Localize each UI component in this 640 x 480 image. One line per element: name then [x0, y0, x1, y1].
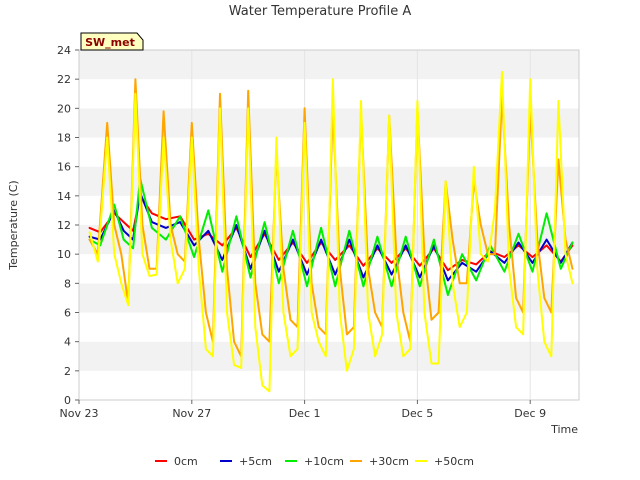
y-tick-label: 20 [57, 102, 71, 115]
grid-band [79, 79, 579, 109]
x-tick-label: Nov 23 [60, 407, 99, 420]
grid-band [79, 370, 579, 400]
x-tick-label: Dec 5 [402, 407, 434, 420]
y-tick-label: 18 [57, 132, 71, 145]
grid-band [79, 341, 579, 371]
grid-band [79, 283, 579, 313]
x-tick-label: Dec 9 [514, 407, 546, 420]
legend-label: 0cm [174, 455, 198, 468]
x-axis: Nov 23 Nov 27 Dec 1 Dec 5 Dec 9 [60, 400, 546, 420]
y-tick-label: 8 [64, 277, 71, 290]
x-axis-label: Time [550, 423, 578, 436]
grid-band [79, 50, 579, 80]
y-tick-label: 4 [64, 336, 71, 349]
x-tick-label: Nov 27 [172, 407, 211, 420]
legend-label: +10cm [304, 455, 344, 468]
y-tick-label: 0 [64, 394, 71, 407]
y-tick-label: 22 [57, 73, 71, 86]
legend-label: +5cm [239, 455, 272, 468]
y-tick-label: 12 [57, 219, 71, 232]
y-axis-label: Temperature (C) [7, 180, 20, 270]
y-tick-label: 6 [64, 307, 71, 320]
legend-label: +50cm [434, 455, 474, 468]
series-line-4 [88, 70, 574, 393]
legend-label: +30cm [369, 455, 409, 468]
badge-label: SW_met [85, 36, 135, 49]
legend: 0cm +5cm +10cm +30cm +50cm [155, 455, 474, 468]
y-tick-label: 24 [57, 44, 71, 57]
grid-band [79, 312, 579, 342]
y-tick-label: 14 [57, 190, 71, 203]
sw-met-badge: SW_met [80, 32, 144, 51]
x-tick-label: Dec 1 [289, 407, 321, 420]
y-tick-label: 10 [57, 248, 71, 261]
series-layer [88, 70, 574, 393]
chart-title: Water Temperature Profile A [229, 4, 412, 19]
y-tick-label: 16 [57, 161, 71, 174]
y-tick-label: 2 [64, 365, 71, 378]
